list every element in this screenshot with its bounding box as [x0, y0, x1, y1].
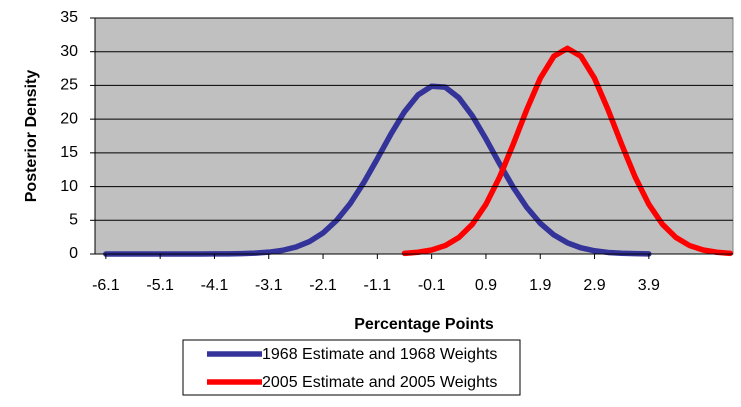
x-tick-label: -5.1 [146, 277, 174, 294]
y-tick-label: 0 [69, 245, 78, 262]
x-tick-label: -3.1 [255, 277, 283, 294]
x-tick-label: -6.1 [92, 277, 120, 294]
legend-label: 2005 Estimate and 2005 Weights [262, 374, 497, 391]
x-tick-label: -2.1 [309, 277, 337, 294]
y-tick-label: 10 [60, 178, 78, 195]
plot-area [94, 17, 734, 255]
y-tick-label: 35 [60, 9, 78, 26]
y-tick-label: 5 [69, 212, 78, 229]
x-tick-label: 3.9 [638, 277, 660, 294]
x-tick-label: 0.9 [475, 277, 497, 294]
x-tick-label: -0.1 [418, 277, 446, 294]
legend-label: 1968 Estimate and 1968 Weights [262, 346, 497, 363]
x-tick-label: 1.9 [529, 277, 551, 294]
x-axis-title: Percentage Points [354, 316, 494, 333]
y-tick-label: 20 [60, 110, 78, 127]
x-tick-label: -4.1 [201, 277, 229, 294]
y-tick-label: 25 [60, 77, 78, 94]
x-tick-label: 2.9 [583, 277, 605, 294]
y-axis-title: Posterior Density [23, 70, 40, 203]
y-tick-label: 15 [60, 144, 78, 161]
legend-box [182, 339, 521, 396]
series-line [401, 45, 734, 257]
y-tick-label: 30 [60, 43, 78, 60]
x-tick-label: -1.1 [364, 277, 392, 294]
